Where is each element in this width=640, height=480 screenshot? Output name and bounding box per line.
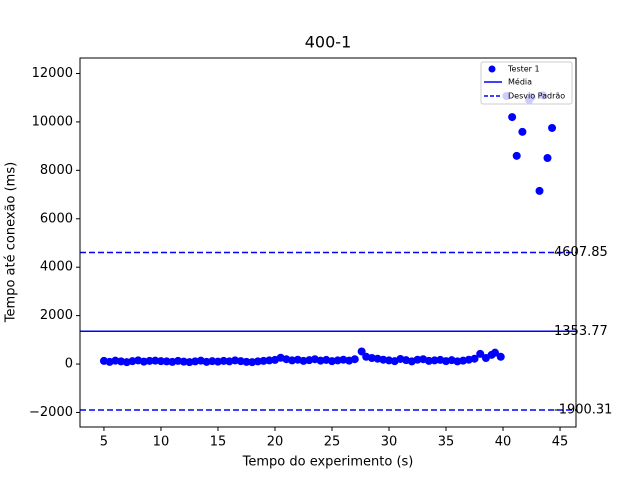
point bbox=[470, 354, 479, 363]
x-axis-label: Tempo do experimento (s) bbox=[242, 455, 414, 470]
legend-label: Desvio Padrão bbox=[508, 92, 565, 101]
point bbox=[145, 356, 154, 365]
point bbox=[357, 347, 366, 356]
point bbox=[543, 153, 552, 162]
point bbox=[350, 355, 359, 364]
point bbox=[512, 151, 521, 160]
legend-box bbox=[480, 61, 573, 105]
chart-title: 400-1 bbox=[305, 33, 352, 52]
reference-label: 1353.77 bbox=[554, 324, 608, 339]
point bbox=[508, 113, 517, 122]
legend-label: Tester 1 bbox=[507, 65, 540, 74]
y-tick-label: 8000 bbox=[40, 163, 73, 178]
legend-marker bbox=[488, 65, 496, 73]
point bbox=[491, 348, 500, 357]
x-tick-label: 40 bbox=[495, 435, 512, 450]
y-tick-label: 6000 bbox=[40, 211, 73, 226]
y-tick-label: 2000 bbox=[40, 308, 73, 323]
x-tick-label: 35 bbox=[438, 435, 455, 450]
legend-label: Média bbox=[508, 77, 532, 87]
point bbox=[496, 352, 505, 361]
legend: Tester 1 Média Desvio Padrão bbox=[480, 61, 573, 105]
point bbox=[535, 186, 544, 195]
y-axis-label: Tempo até conexão (ms) bbox=[4, 162, 19, 323]
x-tick-label: 20 bbox=[267, 435, 284, 450]
x-tick-label: 25 bbox=[324, 435, 341, 450]
point bbox=[242, 357, 251, 366]
x-tick-label: 45 bbox=[552, 435, 569, 450]
point bbox=[476, 349, 485, 358]
y-tick-label: 0 bbox=[65, 357, 73, 372]
x-tick-label: 5 bbox=[100, 435, 108, 450]
y-tick-label: 4000 bbox=[40, 260, 73, 275]
x-tick-label: 30 bbox=[381, 435, 398, 450]
x-tick-label: 10 bbox=[153, 435, 170, 450]
reference-label: -1900.31 bbox=[554, 403, 612, 418]
axes-frame bbox=[79, 57, 577, 428]
x-tick-label: 15 bbox=[210, 435, 227, 450]
point bbox=[518, 127, 527, 136]
reference-label: 4607.85 bbox=[554, 245, 608, 260]
point bbox=[156, 357, 165, 366]
y-tick-label: 12000 bbox=[32, 66, 73, 81]
y-tick-label: −2000 bbox=[29, 405, 73, 420]
point bbox=[548, 123, 557, 132]
y-tick-label: 10000 bbox=[32, 114, 73, 129]
